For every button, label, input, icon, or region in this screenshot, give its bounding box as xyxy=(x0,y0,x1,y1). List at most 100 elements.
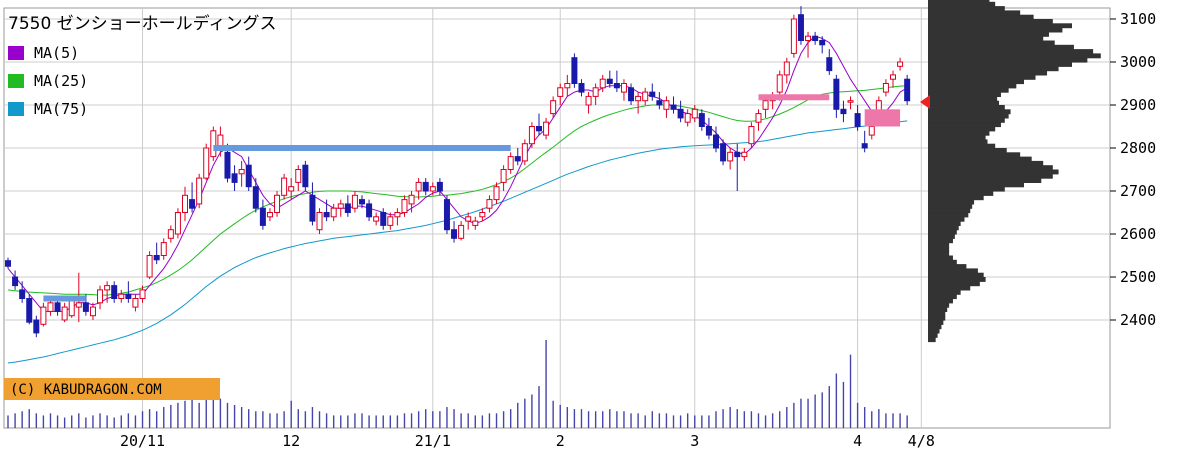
candle-up xyxy=(557,87,564,97)
candle-up xyxy=(330,207,337,218)
candle-up xyxy=(139,289,146,299)
candle-up xyxy=(620,83,627,93)
candle-up xyxy=(118,293,125,300)
profile-bar xyxy=(928,298,953,304)
profile-bar xyxy=(928,285,971,291)
candle-down xyxy=(514,156,521,162)
candle-down xyxy=(12,276,19,287)
candle-up xyxy=(160,242,167,257)
profile-bar xyxy=(928,139,988,145)
current-price-marker xyxy=(920,95,930,109)
profile-bar xyxy=(928,320,944,325)
profile-bar xyxy=(928,307,948,312)
candle-up xyxy=(472,220,479,226)
candle-up xyxy=(741,151,748,158)
candle-up xyxy=(521,143,528,162)
grid xyxy=(3,7,1111,429)
candle-up xyxy=(528,126,535,145)
candle-down xyxy=(826,57,833,72)
candle-down xyxy=(578,83,585,93)
profile-bar xyxy=(928,221,961,226)
profile-bar xyxy=(928,251,950,257)
candle-up xyxy=(401,199,408,214)
candle-up xyxy=(97,289,104,304)
candle-up xyxy=(132,298,139,308)
candle-up xyxy=(351,194,358,209)
candle-up xyxy=(196,177,203,205)
profile-bar xyxy=(928,311,946,317)
candle-down xyxy=(19,289,26,299)
profile-bar xyxy=(928,337,936,343)
candle-down xyxy=(153,255,160,261)
profile-bar xyxy=(928,302,950,308)
x-tick-label: 4/8 xyxy=(908,432,935,450)
profile-bar xyxy=(928,199,975,205)
candle-up xyxy=(755,113,762,123)
legend-swatch-ma5 xyxy=(8,46,24,60)
candle-up xyxy=(585,95,592,106)
candle-up xyxy=(663,100,670,110)
profile-bar xyxy=(928,246,950,252)
profile-bar xyxy=(928,122,1001,128)
profile-bar xyxy=(928,165,1053,171)
candle-down xyxy=(571,57,578,84)
overlays xyxy=(43,94,901,302)
candle-up xyxy=(266,212,273,218)
x-tick-label: 2 xyxy=(556,432,565,450)
credit-background xyxy=(4,378,220,400)
candle-up xyxy=(89,306,96,317)
candle-up xyxy=(882,83,889,93)
profile-bar xyxy=(928,79,1024,85)
profile-bar xyxy=(928,173,1053,179)
candle-up xyxy=(387,216,394,226)
chart-title: 7550 ゼンショーホールディングス xyxy=(8,13,276,34)
profile-bar xyxy=(928,130,990,136)
candle-up xyxy=(408,194,415,205)
candle-up xyxy=(316,212,323,231)
candle-up xyxy=(479,212,486,218)
candle-down xyxy=(677,108,684,119)
candle-up xyxy=(174,212,181,235)
candles xyxy=(5,6,911,338)
profile-bar xyxy=(928,229,957,235)
profile-bar xyxy=(928,148,1007,153)
candle-down xyxy=(323,212,330,218)
legend-swatch-ma25 xyxy=(8,74,24,88)
profile-bar xyxy=(928,332,938,338)
candle-down xyxy=(231,173,238,183)
candle-down xyxy=(720,143,727,162)
candle-down xyxy=(224,151,231,179)
profile-bar xyxy=(928,92,1001,97)
candle-down xyxy=(54,302,61,312)
profile-bar xyxy=(928,238,953,244)
x-tick-label: 3 xyxy=(690,432,699,450)
candle-up xyxy=(75,302,82,308)
candle-down xyxy=(259,207,266,226)
candle-down xyxy=(189,199,196,209)
candle-up xyxy=(373,216,380,222)
band-pink-2 xyxy=(864,109,901,127)
volume-profile xyxy=(928,0,1101,343)
candle-up xyxy=(210,130,217,158)
credit-text: (C) KABUDRAGON.COM xyxy=(10,382,162,398)
legend-label-ma75: MA(75) xyxy=(34,100,88,118)
candle-down xyxy=(536,126,542,132)
candle-down xyxy=(245,164,252,188)
profile-bar xyxy=(928,225,959,231)
ma5-series xyxy=(7,35,908,312)
candle-up xyxy=(762,100,769,110)
candle-up xyxy=(564,83,571,89)
profile-bar xyxy=(928,259,957,265)
candle-up xyxy=(507,156,514,171)
candle-up xyxy=(897,61,904,67)
candle-up xyxy=(493,186,500,201)
profile-bar xyxy=(928,66,1059,72)
profile-bar xyxy=(928,268,978,274)
profile-bar xyxy=(928,281,980,287)
candle-down xyxy=(5,260,11,267)
candle-down xyxy=(359,199,365,205)
candle-up xyxy=(592,87,599,97)
candle-up xyxy=(337,203,344,209)
candle-down xyxy=(812,35,819,42)
candle-up xyxy=(543,121,550,136)
